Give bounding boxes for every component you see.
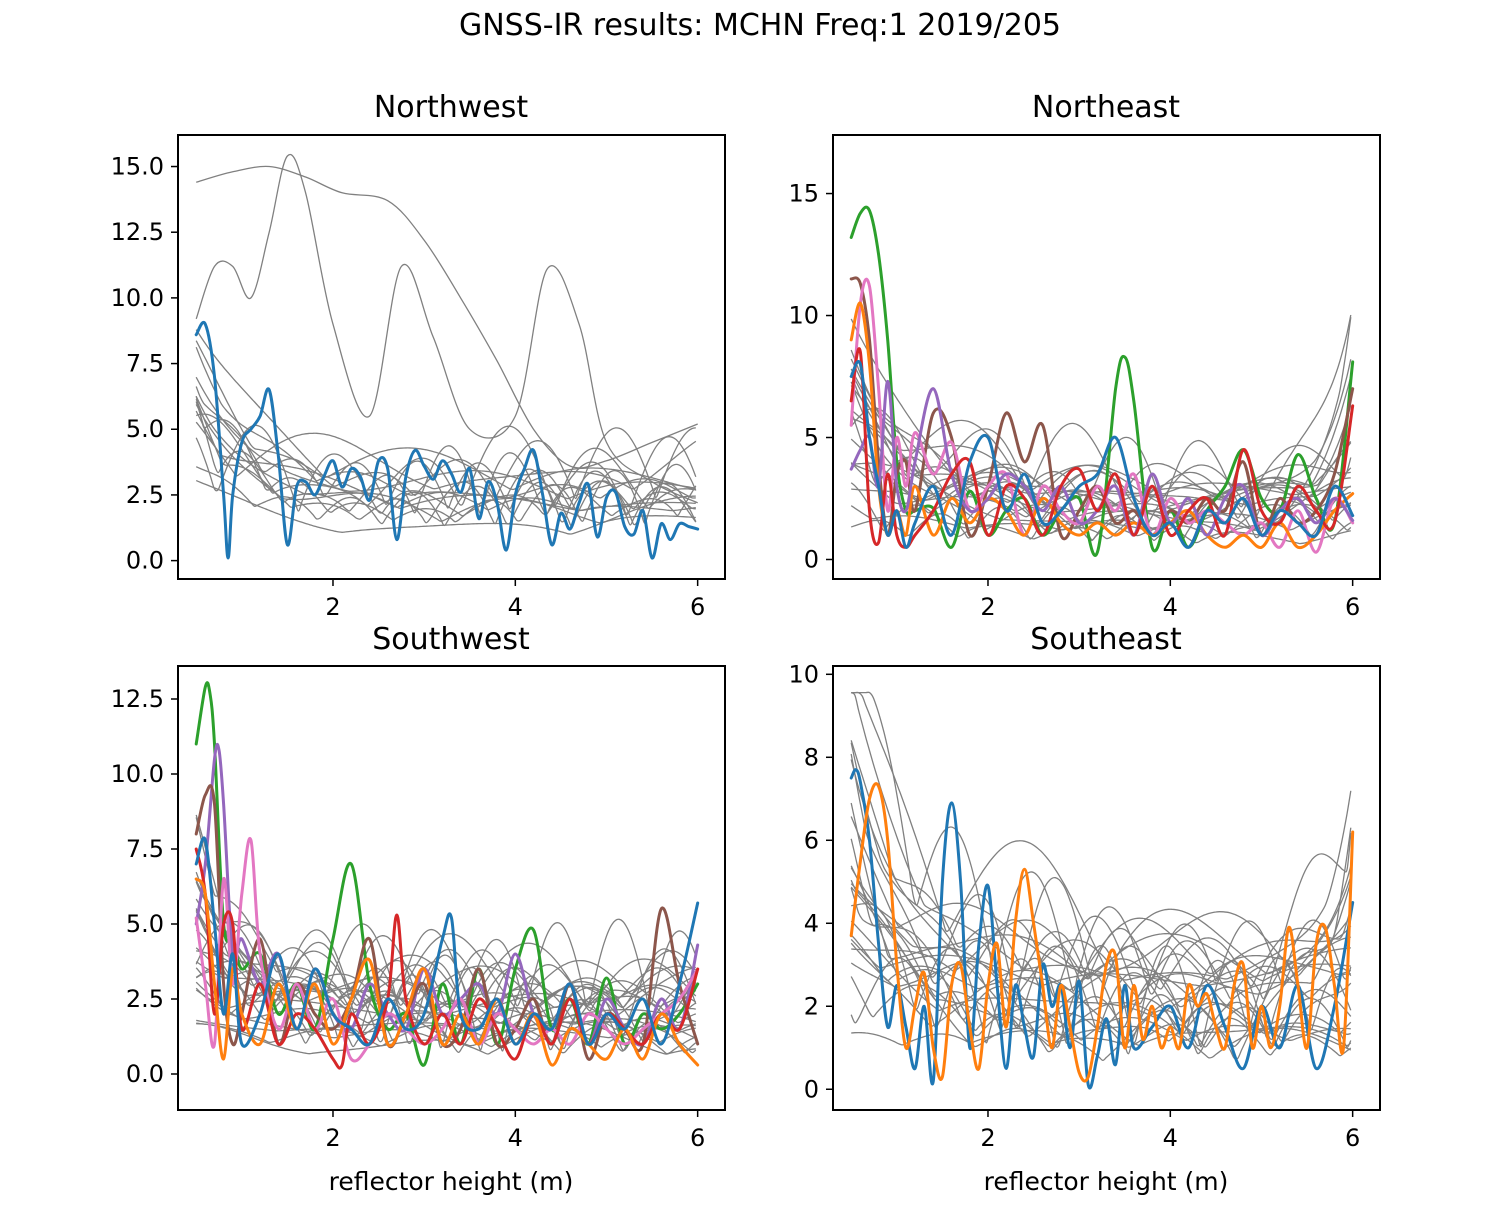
- background-series-line: [850, 349, 1352, 503]
- x-tick-label: 2: [325, 593, 340, 621]
- series-layer: [849, 205, 1355, 557]
- panel-southeast: 2 4 6 0 2 4 6 8 10 Southeast reflector height (m…: [788, 622, 1381, 1196]
- x-tick-label: 2: [980, 593, 995, 621]
- ticks-layer: 2 4 6 0 2 4 6 8 10: [788, 660, 1360, 1152]
- background-series-line: [850, 742, 1352, 1006]
- background-series-line: [850, 759, 1352, 1048]
- panel-northeast: 2 4 6 0 5 10 15 Northeast: [788, 90, 1381, 621]
- background-series-line: [850, 908, 1352, 991]
- panel-title: Northeast: [1032, 90, 1180, 125]
- axes-frame: [832, 665, 1381, 1111]
- background-series-line: [850, 740, 1352, 983]
- y-tick-label: 0.0: [126, 547, 164, 575]
- background-series-line: [195, 908, 697, 1012]
- x-tick-label: 4: [1163, 1124, 1178, 1152]
- ticks-layer: 2 4 6 0.0 2.5 5.0 7.5 10.0 12.5 15.0: [111, 153, 706, 621]
- panel-title: Southeast: [1030, 622, 1182, 657]
- y-tick-label: 7.5: [126, 350, 164, 378]
- y-tick-label: 2.5: [126, 481, 164, 509]
- highlight-series-line: [194, 743, 700, 1047]
- panel-southwest: 2 4 6 0.0 2.5 5.0 7.5 10.0 12.5 Southwest reflec…: [111, 622, 726, 1196]
- axes-frame: [177, 665, 726, 1111]
- series-layer: [194, 153, 700, 560]
- y-tick-label: 7.5: [126, 835, 164, 863]
- background-series-line: [850, 318, 1352, 513]
- highlight-series-line: [849, 360, 1355, 549]
- background-series-line: [195, 401, 697, 517]
- y-tick-label: 2.5: [126, 985, 164, 1013]
- y-tick-label: 10: [788, 660, 819, 688]
- panel-northwest: 2 4 6 0.0 2.5 5.0 7.5 10.0 12.5 15.0 Northwest: [111, 90, 726, 621]
- x-tick-label: 4: [508, 593, 523, 621]
- background-series-line: [851, 691, 1351, 1000]
- background-series-line: [850, 417, 1352, 507]
- series-layer: [194, 681, 700, 1070]
- background-series-line: [851, 902, 1352, 1057]
- y-tick-label: 10.0: [111, 284, 164, 312]
- x-tick-label: 2: [980, 1124, 995, 1152]
- figure-suptitle: GNSS-IR results: MCHN Freq:1 2019/205: [459, 8, 1061, 43]
- background-series-line: [195, 329, 697, 491]
- axes-frame: [832, 134, 1381, 580]
- highlight-series-line: [194, 836, 700, 1048]
- y-tick-label: 12.5: [111, 685, 164, 713]
- background-series-line: [850, 867, 1351, 982]
- y-tick-label: 0: [804, 545, 819, 573]
- background-series-line: [850, 462, 1351, 531]
- x-axis-label: reflector height (m): [984, 1167, 1229, 1196]
- highlight-series-line: [849, 782, 1355, 1083]
- y-tick-label: 10.0: [111, 760, 164, 788]
- background-series-line: [196, 165, 698, 469]
- y-tick-label: 6: [804, 826, 819, 854]
- y-tick-label: 15.0: [111, 153, 164, 181]
- x-tick-label: 6: [690, 593, 705, 621]
- background-series-line: [195, 987, 696, 1044]
- y-tick-label: 2: [804, 992, 819, 1020]
- panel-title: Southwest: [372, 622, 530, 657]
- y-tick-label: 4: [804, 909, 819, 937]
- y-tick-label: 5.0: [126, 910, 164, 938]
- background-series-line: [195, 480, 696, 535]
- x-tick-label: 6: [1345, 593, 1360, 621]
- series-layer: [849, 691, 1355, 1090]
- y-tick-label: 10: [788, 302, 819, 330]
- highlight-series-line: [849, 347, 1355, 549]
- background-series-line: [195, 404, 696, 524]
- x-tick-label: 2: [325, 1124, 340, 1152]
- x-tick-label: 4: [1163, 593, 1178, 621]
- highlight-series-line: [849, 768, 1355, 1090]
- background-series-line: [196, 1021, 696, 1055]
- background-series-line: [195, 814, 697, 1031]
- ticks-layer: 2 4 6 0.0 2.5 5.0 7.5 10.0 12.5: [111, 685, 706, 1152]
- panel-title: Northwest: [374, 90, 529, 125]
- x-tick-label: 4: [508, 1124, 523, 1152]
- background-series-line: [850, 816, 1351, 977]
- background-series-line: [195, 153, 698, 504]
- x-tick-label: 6: [690, 1124, 705, 1152]
- background-series-line: [850, 438, 1352, 521]
- y-tick-label: 5.0: [126, 415, 164, 443]
- y-tick-label: 0.0: [126, 1060, 164, 1088]
- y-tick-label: 0: [804, 1075, 819, 1103]
- y-tick-label: 15: [788, 180, 819, 208]
- background-series-line: [195, 959, 697, 995]
- highlight-series-line: [849, 277, 1355, 554]
- background-series-line: [851, 691, 1351, 975]
- background-series-line: [195, 421, 697, 490]
- axes-frame: [177, 134, 726, 580]
- y-tick-label: 5: [804, 424, 819, 452]
- x-tick-label: 6: [1345, 1124, 1360, 1152]
- y-tick-label: 8: [804, 743, 819, 771]
- background-series-line: [195, 960, 696, 1047]
- y-tick-label: 12.5: [111, 218, 164, 246]
- ticks-layer: 2 4 6 0 5 10 15: [788, 180, 1360, 621]
- highlight-series-line: [194, 321, 700, 560]
- x-axis-label: reflector height (m): [329, 1167, 574, 1196]
